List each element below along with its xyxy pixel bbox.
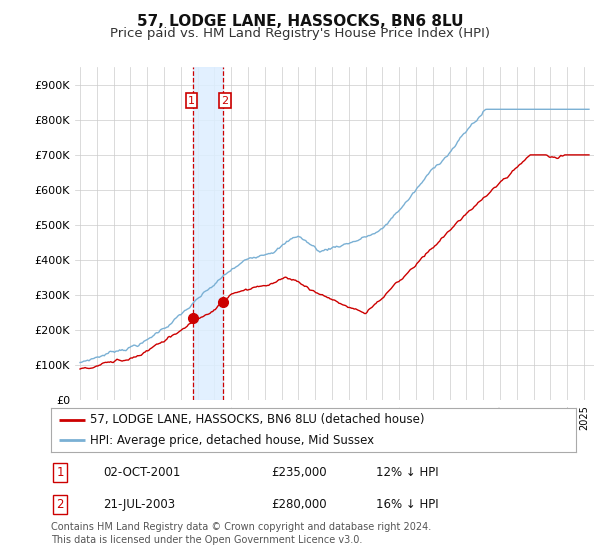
Text: HPI: Average price, detached house, Mid Sussex: HPI: Average price, detached house, Mid … [91,434,374,447]
Text: 2: 2 [221,96,229,105]
Text: 1: 1 [188,96,195,105]
Text: £280,000: £280,000 [271,498,327,511]
Text: £235,000: £235,000 [271,466,327,479]
Text: Contains HM Land Registry data © Crown copyright and database right 2024.
This d: Contains HM Land Registry data © Crown c… [51,522,431,545]
Text: Price paid vs. HM Land Registry's House Price Index (HPI): Price paid vs. HM Land Registry's House … [110,27,490,40]
Text: 1: 1 [56,466,64,479]
Text: 12% ↓ HPI: 12% ↓ HPI [377,466,439,479]
Text: 21-JUL-2003: 21-JUL-2003 [104,498,176,511]
Text: 57, LODGE LANE, HASSOCKS, BN6 8LU (detached house): 57, LODGE LANE, HASSOCKS, BN6 8LU (detac… [91,413,425,426]
Bar [193,67,223,400]
Text: 02-OCT-2001: 02-OCT-2001 [104,466,181,479]
Text: 57, LODGE LANE, HASSOCKS, BN6 8LU: 57, LODGE LANE, HASSOCKS, BN6 8LU [137,14,463,29]
Text: 2: 2 [56,498,64,511]
Text: 16% ↓ HPI: 16% ↓ HPI [377,498,439,511]
